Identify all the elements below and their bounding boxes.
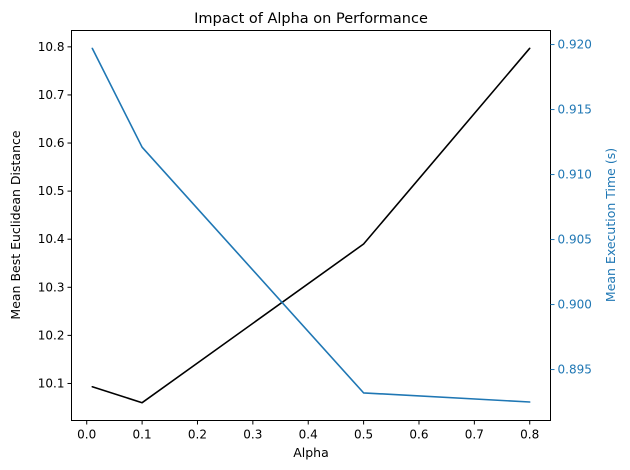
- y-right-tick-label: 0.920: [558, 38, 592, 52]
- x-tick-label: 0.6: [409, 428, 428, 442]
- y-left-tick-label: 10.2: [38, 328, 65, 342]
- axes: 0.0 0.1 0.2 0.3 0.4 0.5 0.6 0.7 0.8 10.1 10.2 10.3 1…: [38, 30, 592, 442]
- y-left-tick-label: 10.5: [38, 184, 65, 198]
- x-tick-label: 0.4: [299, 428, 318, 442]
- series-line-euclidean-distance: [91, 47, 531, 404]
- y-left-tick-label: 10.4: [38, 232, 65, 246]
- y-left-tick-label: 10.6: [38, 136, 65, 150]
- x-tick-label: 0.1: [133, 428, 152, 442]
- x-tick-label: 0.7: [465, 428, 484, 442]
- series-line-execution-time: [91, 47, 531, 403]
- x-tick-label: 0.8: [520, 428, 539, 442]
- x-tick-label: 0.2: [188, 428, 207, 442]
- plot-area: [91, 47, 531, 404]
- x-tick-label: 0.5: [354, 428, 373, 442]
- y-left-tick-label: 10.3: [38, 280, 65, 294]
- plot-frame: [71, 30, 551, 421]
- y-axis-left-label: Mean Best Euclidean Distance: [8, 130, 23, 319]
- y-right-tick-label: 0.915: [558, 103, 592, 117]
- y-axis-right-label: Mean Execution Time (s): [603, 148, 618, 302]
- y-left-tick-label: 10.7: [38, 88, 65, 102]
- x-axis-label: Alpha: [293, 445, 329, 460]
- y-right-tick-label: 0.895: [558, 363, 592, 377]
- x-tick-label: 0.3: [243, 428, 262, 442]
- y-left-tick-label: 10.1: [38, 376, 65, 390]
- y-right-tick-label: 0.910: [558, 168, 592, 182]
- y-right-tick-label: 0.905: [558, 233, 592, 247]
- x-tick-label: 0.0: [77, 428, 96, 442]
- chart-title: Impact of Alpha on Performance: [194, 11, 428, 27]
- y-left-tick-label: 10.8: [38, 40, 65, 54]
- y-right-tick-label: 0.900: [558, 298, 592, 312]
